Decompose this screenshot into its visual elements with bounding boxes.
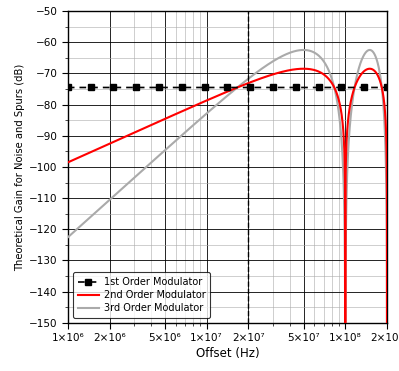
X-axis label: Offset (Hz): Offset (Hz): [196, 347, 259, 360]
Legend: 1st Order Modulator, 2nd Order Modulator, 3rd Order Modulator: 1st Order Modulator, 2nd Order Modulator…: [73, 272, 210, 318]
Y-axis label: Theoretical Gain for Noise and Spurs (dB): Theoretical Gain for Noise and Spurs (dB…: [15, 63, 25, 270]
